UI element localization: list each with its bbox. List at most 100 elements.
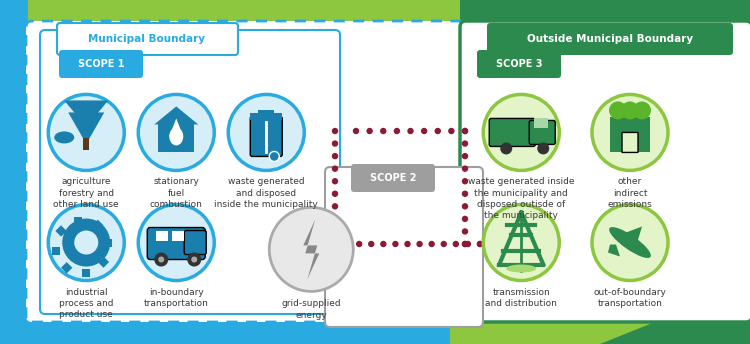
Text: SCOPE 2: SCOPE 2 bbox=[370, 173, 416, 183]
Circle shape bbox=[74, 230, 98, 255]
Circle shape bbox=[408, 129, 413, 133]
Circle shape bbox=[138, 95, 214, 170]
Polygon shape bbox=[608, 245, 620, 257]
Circle shape bbox=[228, 95, 304, 170]
Circle shape bbox=[417, 241, 422, 247]
Polygon shape bbox=[303, 219, 320, 279]
Circle shape bbox=[332, 154, 338, 159]
Circle shape bbox=[592, 205, 668, 280]
Bar bbox=[61, 262, 72, 273]
Circle shape bbox=[393, 241, 398, 247]
Bar bbox=[83, 138, 89, 150]
Text: Outside Municipal Boundary: Outside Municipal Boundary bbox=[527, 34, 693, 44]
Polygon shape bbox=[170, 118, 183, 137]
Circle shape bbox=[429, 241, 434, 247]
Bar bbox=[56, 225, 67, 237]
FancyBboxPatch shape bbox=[477, 50, 561, 78]
Circle shape bbox=[269, 207, 353, 291]
Text: Municipal Boundary: Municipal Boundary bbox=[88, 34, 206, 44]
FancyBboxPatch shape bbox=[622, 132, 638, 152]
Circle shape bbox=[158, 257, 164, 262]
Bar bbox=[534, 118, 548, 128]
Text: SCOPE 3: SCOPE 3 bbox=[496, 59, 542, 69]
Circle shape bbox=[344, 241, 350, 247]
Ellipse shape bbox=[506, 265, 536, 272]
Circle shape bbox=[483, 205, 560, 280]
Circle shape bbox=[369, 241, 374, 247]
FancyBboxPatch shape bbox=[40, 30, 340, 314]
Circle shape bbox=[394, 129, 399, 133]
FancyBboxPatch shape bbox=[147, 227, 206, 259]
Circle shape bbox=[537, 142, 549, 154]
Polygon shape bbox=[460, 0, 750, 96]
Circle shape bbox=[357, 241, 362, 247]
Circle shape bbox=[332, 204, 338, 209]
Ellipse shape bbox=[54, 131, 74, 143]
Text: transmission
and distribution: transmission and distribution bbox=[485, 288, 557, 308]
FancyBboxPatch shape bbox=[26, 21, 468, 322]
Circle shape bbox=[463, 129, 467, 133]
Circle shape bbox=[62, 218, 110, 267]
Circle shape bbox=[592, 95, 668, 170]
FancyBboxPatch shape bbox=[487, 23, 733, 55]
FancyBboxPatch shape bbox=[57, 23, 238, 55]
Circle shape bbox=[463, 191, 467, 196]
Circle shape bbox=[621, 101, 639, 119]
Bar bbox=[53, 247, 60, 255]
FancyBboxPatch shape bbox=[489, 118, 536, 147]
Bar bbox=[158, 125, 194, 152]
Circle shape bbox=[332, 241, 338, 247]
Text: waste generated
and disposed
inside the municipality: waste generated and disposed inside the … bbox=[214, 178, 318, 209]
Circle shape bbox=[332, 179, 338, 184]
FancyBboxPatch shape bbox=[59, 50, 143, 78]
Bar bbox=[0, 0, 28, 344]
Circle shape bbox=[463, 241, 467, 247]
Circle shape bbox=[269, 151, 279, 161]
Polygon shape bbox=[600, 284, 750, 344]
Circle shape bbox=[463, 216, 467, 222]
Text: SCOPE 1: SCOPE 1 bbox=[78, 59, 124, 69]
Text: other
indirect
emissions: other indirect emissions bbox=[608, 178, 652, 209]
Bar bbox=[98, 256, 109, 268]
Text: out-of-boundary
transportation: out-of-boundary transportation bbox=[593, 288, 667, 308]
Circle shape bbox=[463, 179, 467, 184]
FancyBboxPatch shape bbox=[460, 21, 750, 322]
FancyBboxPatch shape bbox=[530, 120, 555, 144]
Circle shape bbox=[448, 129, 454, 133]
Circle shape bbox=[405, 241, 410, 247]
Circle shape bbox=[463, 129, 467, 133]
Bar bbox=[450, 309, 750, 344]
Bar bbox=[258, 110, 274, 116]
Circle shape bbox=[500, 142, 512, 154]
Circle shape bbox=[478, 241, 482, 247]
Circle shape bbox=[332, 166, 338, 171]
Ellipse shape bbox=[170, 127, 183, 146]
Polygon shape bbox=[622, 226, 642, 247]
Polygon shape bbox=[64, 100, 108, 125]
Circle shape bbox=[422, 129, 427, 133]
Circle shape bbox=[463, 154, 467, 159]
Circle shape bbox=[453, 241, 458, 247]
FancyBboxPatch shape bbox=[325, 167, 483, 327]
Circle shape bbox=[463, 166, 467, 171]
Circle shape bbox=[368, 129, 372, 133]
Circle shape bbox=[633, 101, 651, 119]
Bar bbox=[104, 238, 112, 247]
FancyBboxPatch shape bbox=[351, 164, 435, 192]
Circle shape bbox=[138, 205, 214, 280]
Circle shape bbox=[332, 141, 338, 146]
Text: waste generated inside
the municipality and
disposed outisde of
the municipality: waste generated inside the municipality … bbox=[468, 178, 574, 220]
Circle shape bbox=[483, 95, 560, 170]
Bar bbox=[28, 0, 750, 76]
Circle shape bbox=[463, 229, 467, 234]
Bar bbox=[172, 230, 184, 240]
Circle shape bbox=[466, 241, 470, 247]
Circle shape bbox=[48, 95, 124, 170]
Text: grid-supplied
energy: grid-supplied energy bbox=[281, 299, 341, 320]
Circle shape bbox=[48, 205, 124, 280]
Text: stationary
fuel
combustion: stationary fuel combustion bbox=[150, 178, 202, 209]
Circle shape bbox=[154, 252, 168, 267]
Circle shape bbox=[188, 252, 201, 267]
Text: agriculture
forestry and
other land use: agriculture forestry and other land use bbox=[53, 178, 119, 209]
Bar bbox=[156, 230, 168, 240]
